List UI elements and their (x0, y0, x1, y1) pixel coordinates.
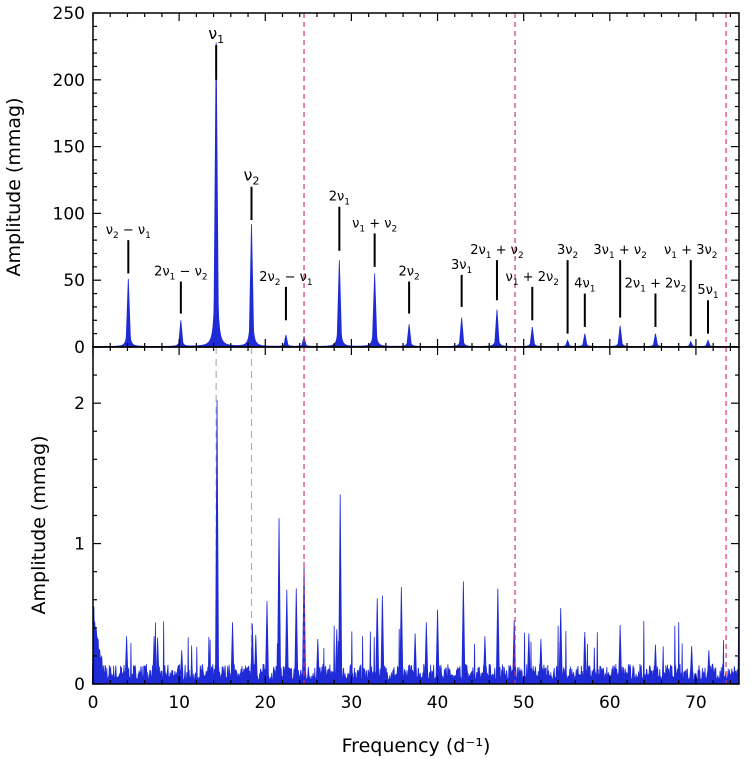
x-tick-label: 0 (88, 693, 99, 713)
peak-4v1 (581, 333, 588, 348)
annotation-label-2v1: 2ν1 (329, 190, 350, 208)
x-tick-label: 10 (168, 693, 190, 713)
peak-1 (124, 636, 129, 685)
peak-28 (538, 639, 543, 685)
peak-5v1 (705, 339, 711, 348)
annotation-label-5v1: 5ν1 (697, 283, 718, 301)
peak-2v2 (406, 324, 412, 348)
peak-2v1+v2 (494, 309, 500, 348)
x-tick-label: 50 (513, 693, 535, 713)
peak-24 (482, 636, 487, 685)
y-tick-label: 0 (74, 675, 85, 695)
x-tick-label: 70 (685, 693, 707, 713)
peak-16 (338, 494, 343, 685)
y-tick-label: 150 (53, 138, 85, 158)
peak-17 (375, 598, 380, 685)
y-tick-label: 2 (74, 394, 85, 414)
peak-12 (294, 588, 299, 685)
peak-v2 (248, 224, 255, 348)
y-tick-label: 100 (53, 204, 85, 224)
x-axis-label: Frequency (d⁻¹) (342, 735, 491, 757)
annotation-label-4v1: 4ν1 (574, 277, 595, 295)
peak-v1 (213, 42, 219, 348)
annotation-label-3v1+v2: 3ν1 + ν2 (593, 243, 646, 261)
peak-19 (399, 587, 404, 685)
peak-30 (582, 632, 587, 685)
annotation-label-v1+2v2: ν1 + 2ν2 (506, 270, 559, 288)
peak-4 (179, 650, 184, 685)
annotation-label-2v1+2v2: 2ν1 + 2ν2 (625, 277, 687, 295)
y-tick-label: 250 (53, 4, 85, 24)
x-tick-label: 20 (254, 693, 276, 713)
peak-22 (435, 609, 440, 685)
peak-2v2-v1 (283, 334, 289, 348)
peak-5 (215, 400, 220, 685)
x-tick-label: 30 (341, 693, 363, 713)
annotation-label-v1+v2: ν1 + ν2 (352, 216, 397, 234)
peak-8 (253, 634, 258, 685)
peak-34 (706, 650, 711, 685)
axes-frame-bottom (92, 346, 740, 685)
peak-10 (277, 518, 282, 685)
y-tick-label: 200 (53, 71, 85, 91)
peak-v1+v2 (371, 273, 378, 348)
top-y-axis-label: Amplitude (mmag) (3, 98, 25, 277)
bottom-y-axis-label: Amplitude (mmag) (28, 436, 50, 615)
peak-9 (264, 601, 269, 685)
y-tick-label: 0 (74, 338, 85, 358)
x-tick-label: 60 (599, 693, 621, 713)
peak-15 (334, 629, 339, 685)
x-tick-label: 40 (427, 693, 449, 713)
peak-v1+2v2 (529, 326, 536, 348)
peak-7 (250, 623, 255, 685)
peak-3 (155, 637, 160, 685)
peak-29 (558, 608, 563, 685)
peak-3v1+v2 (617, 325, 623, 348)
annotation-label-2v1+v2: 2ν1 + ν2 (470, 243, 523, 261)
peak-11 (284, 589, 289, 685)
peak-3v1 (458, 317, 465, 348)
peak-23 (461, 581, 466, 685)
annotation-label-v1: ν1 (208, 24, 224, 46)
peak-3v2 (564, 339, 571, 348)
peak-v2-v1 (125, 278, 132, 348)
peak-27 (526, 633, 531, 685)
annotation-label-2v2: 2ν2 (398, 265, 419, 283)
peak-21 (424, 622, 429, 685)
peak-20 (413, 633, 418, 685)
annotation-label-v1+3v2: ν1 + 3ν2 (664, 243, 717, 261)
peak-18 (380, 595, 385, 685)
peak-31 (618, 625, 623, 685)
peak-14 (315, 639, 320, 685)
axes-frame-top (92, 12, 740, 348)
annotation-label-2v2-v1: 2ν2 − ν1 (259, 270, 312, 288)
y-tick-label: 1 (74, 535, 85, 555)
peak-33 (689, 646, 694, 685)
peak-2v1+2v2 (652, 333, 659, 348)
peak-25 (495, 588, 500, 685)
annotation-label-3v2: 3ν2 (557, 243, 578, 261)
peak-2v1 (336, 260, 343, 348)
annotation-label-2v1-v2: 2ν1 − ν2 (154, 265, 207, 283)
bottom-panel: 0 10 20 30 40 50 60 70 0 1 2 (74, 346, 740, 713)
annotation-label-v2-v1: ν2 − ν1 (106, 223, 151, 241)
peak-6 (230, 622, 235, 685)
annotation-label-v2: ν2 (244, 166, 260, 188)
peak-v1+3v2 (687, 340, 694, 348)
y-tick-label: 50 (63, 271, 85, 291)
annotation-label-3v1: 3ν1 (451, 258, 472, 276)
peak-32 (653, 644, 658, 685)
